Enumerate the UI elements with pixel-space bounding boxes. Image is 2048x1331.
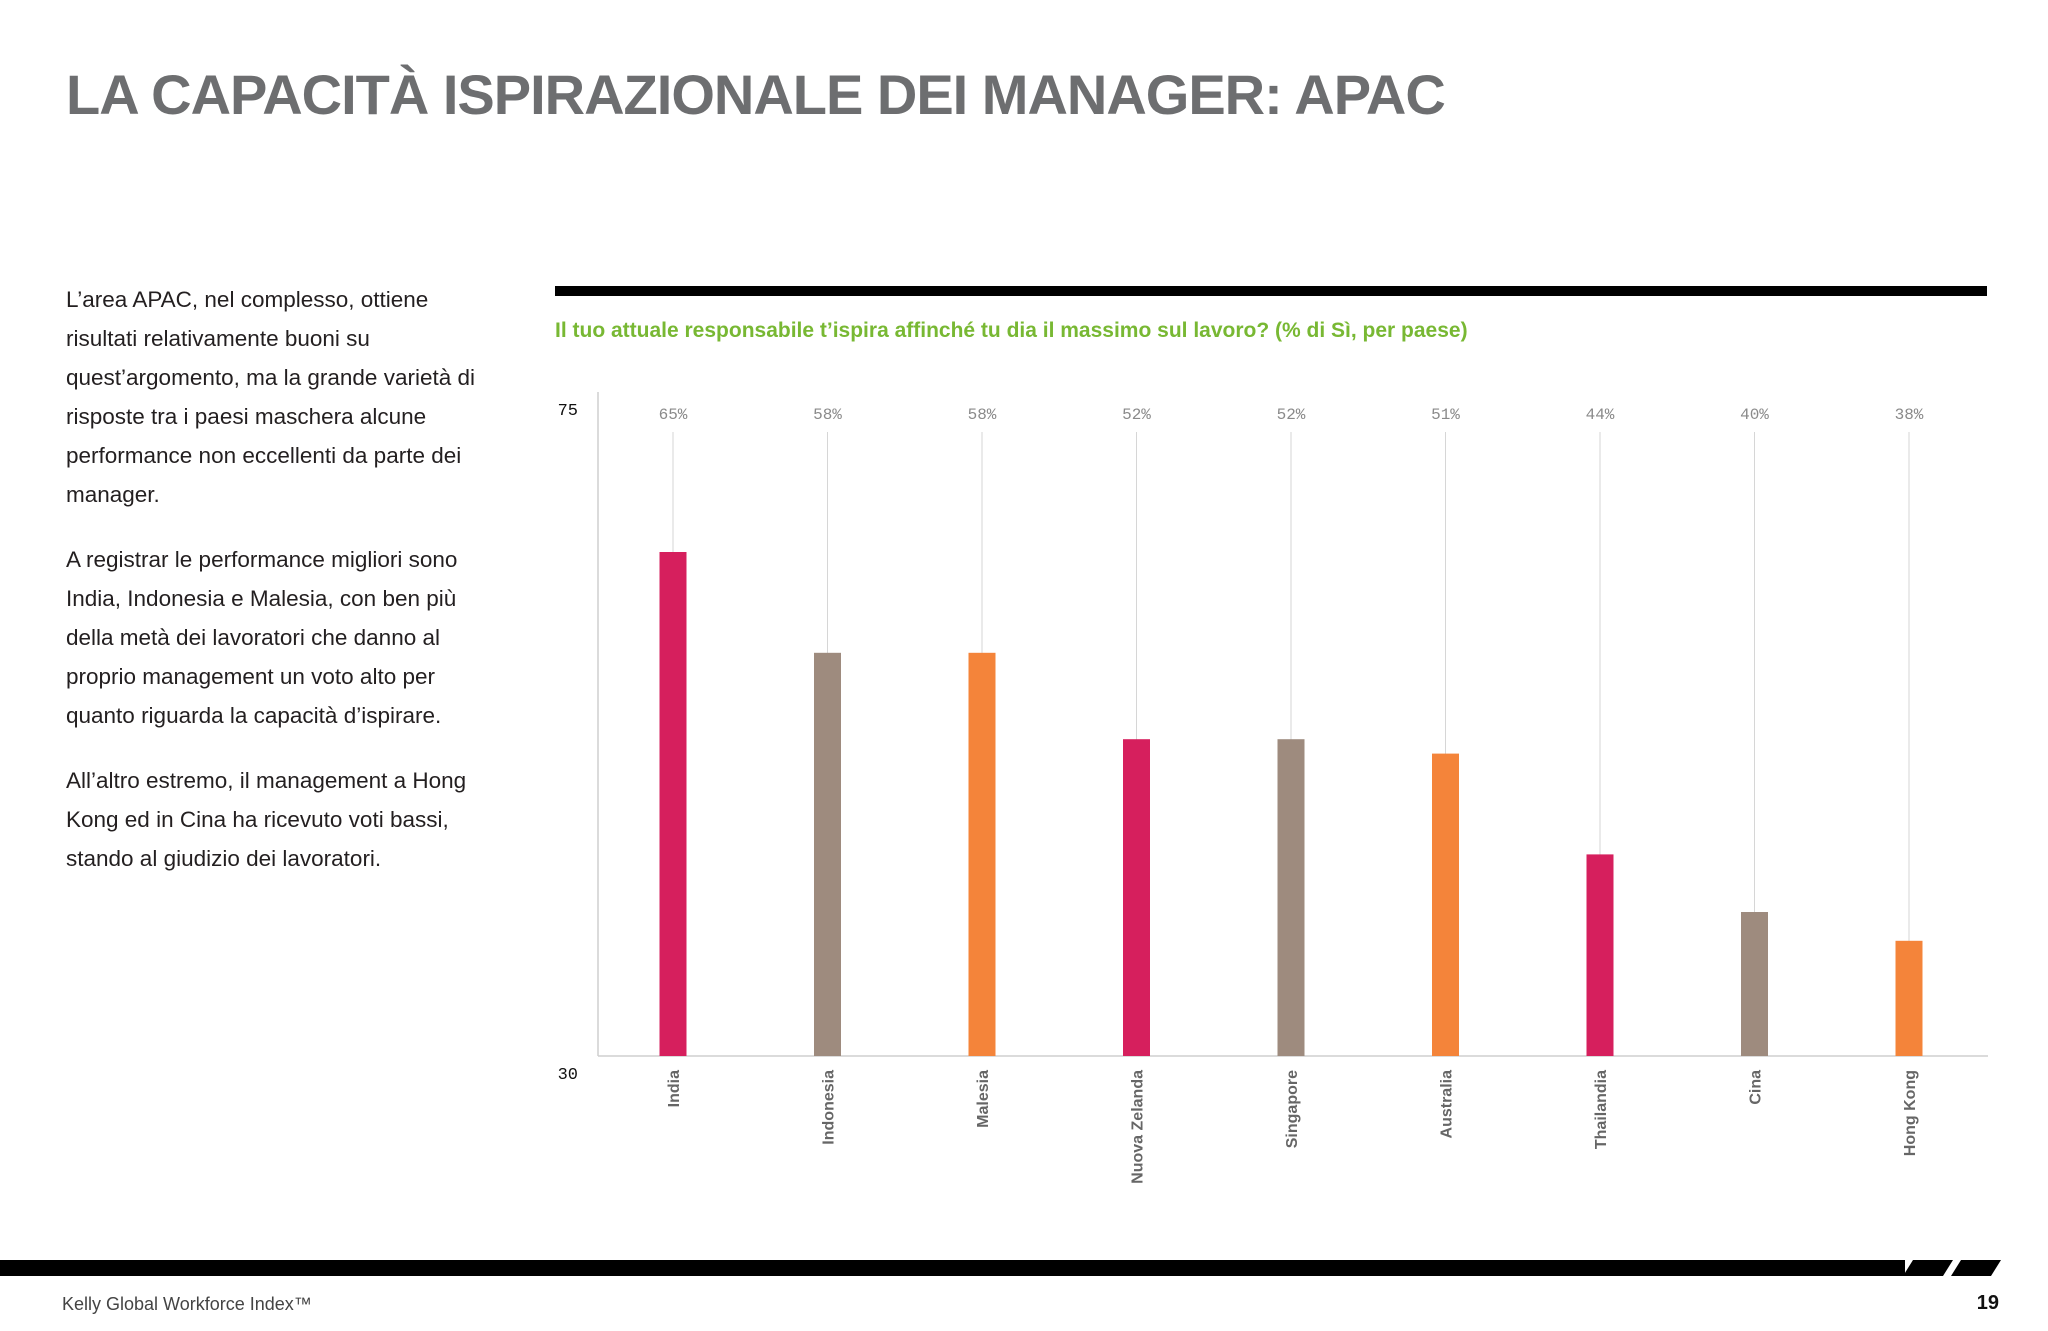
data-label: 52% [1122, 406, 1151, 424]
bar-indonesia [814, 652, 841, 1056]
bar-cina [1741, 912, 1768, 1056]
category-label: Australia [1439, 1070, 1456, 1139]
data-label: 52% [1277, 406, 1306, 424]
paragraph-3: All’altro estremo, il management a Hong … [66, 768, 467, 871]
bar-india [659, 552, 687, 1056]
data-label: 51% [1431, 406, 1460, 424]
category-label: Singapore [1284, 1070, 1301, 1148]
bar-singapore [1277, 739, 1305, 1056]
bar-australia [1432, 753, 1459, 1056]
page-number: 19 [1976, 1292, 1999, 1314]
category-label: Malesia [975, 1070, 992, 1128]
paragraph-1: L’area APAC, nel complesso, ottiene risu… [66, 287, 475, 507]
data-label: 38% [1895, 406, 1924, 424]
data-label: 44% [1586, 406, 1615, 424]
y-tick-label-min: 30 [558, 1066, 578, 1085]
paragraph-2: A registrar le performance migliori sono… [66, 547, 458, 728]
category-label: Nuova Zelanda [1130, 1070, 1147, 1184]
chart-top-rule [555, 286, 1987, 296]
footer-publication: Kelly Global Workforce Index™ [62, 1294, 312, 1314]
page-title: LA CAPACITÀ ISPIRAZIONALE DEI MANAGER: A… [66, 63, 1446, 126]
category-label: Thailandia [1593, 1070, 1610, 1149]
chart-question: Il tuo attuale responsabile t’ispira aff… [555, 319, 1468, 342]
body-text: L’area APAC, nel complesso, ottiene risu… [66, 280, 486, 904]
data-label: 40% [1740, 406, 1769, 424]
data-label: 58% [813, 406, 842, 424]
footer-slash-decoration [1903, 1260, 2001, 1276]
bar-malesia [968, 652, 996, 1056]
category-label: India [666, 1070, 683, 1107]
bar-thailandia [1586, 854, 1614, 1056]
data-label: 58% [968, 406, 997, 424]
category-label: Hong Kong [1902, 1070, 1919, 1156]
bar-hong-kong [1895, 940, 1923, 1056]
bar-nuova-zelanda [1123, 739, 1150, 1056]
footer-bar [0, 1260, 1905, 1276]
category-label: Indonesia [821, 1070, 838, 1145]
y-tick-label-max: 75 [558, 402, 578, 421]
bar-chart: 75 30 65% India 58% Indonesia 58% Malesia 52% Nuo… [558, 392, 1988, 1184]
data-label: 65% [659, 406, 688, 424]
category-label: Cina [1748, 1070, 1765, 1105]
